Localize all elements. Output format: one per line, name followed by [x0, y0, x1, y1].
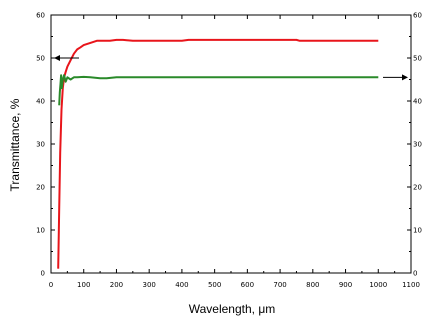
x-tick-label: 200	[110, 281, 123, 289]
x-tick-label: 100	[77, 281, 90, 289]
x-tick-label: 600	[241, 281, 254, 289]
y-axis-label: Transmittance, %	[8, 98, 22, 191]
x-tick-label: 300	[142, 281, 155, 289]
green-series-line	[58, 74, 379, 106]
y-tick-label: 40	[36, 98, 45, 106]
x-tick-label: 900	[339, 281, 352, 289]
y2-tick-label: 0	[413, 270, 417, 278]
y-tick-label: 50	[36, 55, 45, 63]
y2-tick-label: 10	[413, 227, 422, 235]
right-arrow-head	[402, 74, 408, 81]
left-arrow-head	[54, 55, 60, 61]
x-tick-label: 1100	[402, 281, 420, 289]
y2-tick-label: 30	[413, 141, 422, 149]
y2-tick-label: 50	[413, 55, 422, 63]
y-tick-label: 20	[36, 184, 45, 192]
x-axis-label: Wavelength, μm	[189, 302, 276, 316]
red-series-line	[57, 38, 379, 269]
y-tick-label: 0	[41, 270, 45, 278]
y-tick-label: 10	[36, 227, 45, 235]
x-tick-label: 700	[273, 281, 286, 289]
x-tick-label: 1000	[369, 281, 387, 289]
y2-tick-label: 20	[413, 184, 422, 192]
x-tick-label: 500	[208, 281, 221, 289]
y2-tick-label: 60	[413, 12, 422, 20]
y-tick-label: 60	[36, 12, 45, 20]
x-tick-label: 0	[49, 281, 53, 289]
y-tick-label: 30	[36, 141, 45, 149]
y2-tick-label: 40	[413, 98, 422, 106]
x-tick-label: 400	[175, 281, 188, 289]
plot-frame	[50, 14, 412, 274]
x-tick-label: 800	[306, 281, 319, 289]
plot-area: 0 100 200 300 400 500 600 700 800 900 1000 11000102…	[36, 12, 422, 290]
